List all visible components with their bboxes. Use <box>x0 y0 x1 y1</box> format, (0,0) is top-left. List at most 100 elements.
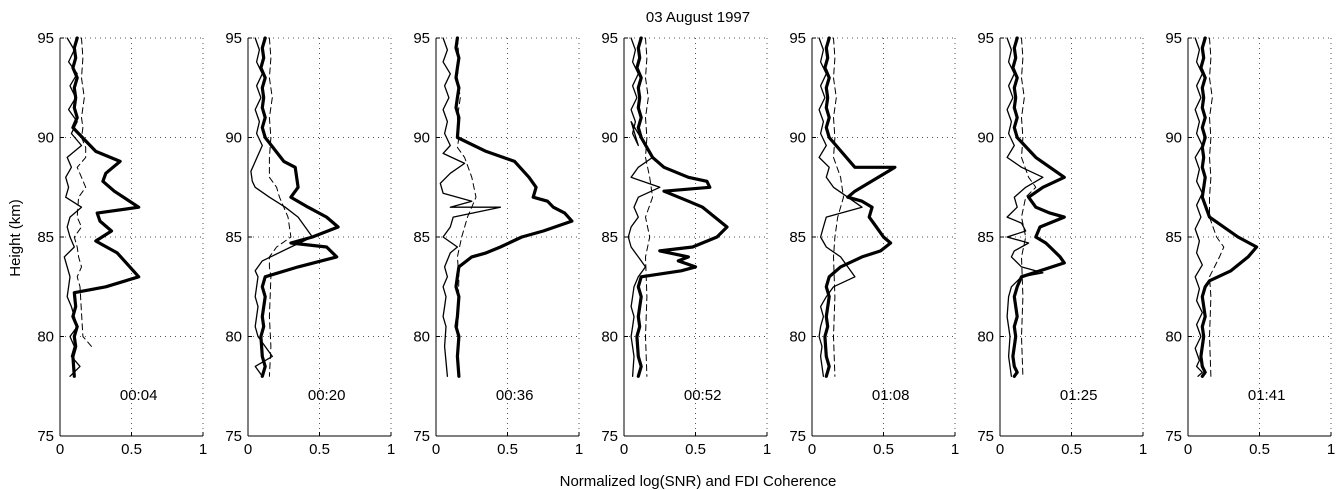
time-label: 00:20 <box>308 387 346 404</box>
y-tick-label: 75 <box>225 428 242 445</box>
x-tick-label: 0 <box>56 441 64 458</box>
y-tick-label: 90 <box>1165 130 1182 147</box>
panel-3: 75 80 85 90 95 0 0.5 1 00:36 <box>413 30 583 458</box>
series-line-thin <box>439 37 502 377</box>
y-tick-label: 80 <box>977 329 994 346</box>
series-line-thick <box>454 36 574 378</box>
time-label: 01:25 <box>1060 387 1098 404</box>
y-tick-label: 90 <box>977 130 994 147</box>
series-line-dashed <box>268 37 292 377</box>
plot-area <box>248 38 391 436</box>
time-label: 00:52 <box>684 387 722 404</box>
y-tick-label: 85 <box>977 229 994 246</box>
series-line-thick <box>635 36 729 378</box>
y-tick-label: 85 <box>1165 229 1182 246</box>
x-tick-label: 0.5 <box>873 441 894 458</box>
x-tick-label: 1 <box>199 441 207 458</box>
y-tick-label: 95 <box>413 30 430 47</box>
x-tick-label: 0.5 <box>309 441 330 458</box>
panel-2: 75 80 85 90 95 0 0.5 1 00:20 <box>225 30 395 458</box>
y-tick-label: 95 <box>1165 30 1182 47</box>
y-tick-label: 75 <box>1165 428 1182 445</box>
panel-5: 75 80 85 90 95 0 0.5 1 01:08 <box>789 30 959 458</box>
y-tick-label: 95 <box>601 30 618 47</box>
series-line-thin <box>63 37 83 377</box>
plot-area <box>1000 38 1143 436</box>
x-tick-label: 1 <box>387 441 395 458</box>
y-tick-label: 80 <box>225 329 242 346</box>
y-tick-label: 80 <box>37 329 54 346</box>
y-tick-label: 75 <box>601 428 618 445</box>
x-tick-label: 1 <box>575 441 583 458</box>
series-line-thick <box>1199 36 1259 378</box>
y-tick-label: 80 <box>413 329 430 346</box>
panels-group: 75 80 85 90 95 0 0.5 1 00:04 75 80 85 90 95 0 0.5 1 00:20… <box>37 30 1335 458</box>
series-line-thin <box>250 37 314 377</box>
y-tick-label: 75 <box>37 428 54 445</box>
series-line-thin <box>1006 37 1044 377</box>
x-tick-label: 0 <box>620 441 628 458</box>
y-tick-label: 75 <box>413 428 430 445</box>
y-tick-label: 90 <box>789 130 806 147</box>
y-tick-label: 95 <box>789 30 806 47</box>
series-line-dashed <box>1021 37 1037 377</box>
time-label: 01:08 <box>872 387 910 404</box>
panel-7: 75 80 85 90 95 0 0.5 1 01:41 <box>1165 30 1335 458</box>
y-tick-label: 80 <box>1165 329 1182 346</box>
x-tick-label: 1 <box>1327 441 1335 458</box>
series-line-thin <box>1194 37 1203 377</box>
time-label: 01:41 <box>1248 387 1286 404</box>
x-tick-label: 0 <box>432 441 440 458</box>
x-tick-label: 0 <box>808 441 816 458</box>
y-tick-label: 95 <box>225 30 242 47</box>
y-tick-label: 90 <box>601 130 618 147</box>
y-tick-label: 95 <box>37 30 54 47</box>
x-tick-label: 0.5 <box>1249 441 1270 458</box>
y-tick-label: 90 <box>225 130 242 147</box>
series-line-thick <box>259 36 340 378</box>
series-line-dashed <box>833 37 844 377</box>
y-tick-label: 85 <box>789 229 806 246</box>
y-axis-label: Height (km) <box>7 199 24 277</box>
series-line-thin <box>818 37 863 377</box>
y-tick-label: 80 <box>789 329 806 346</box>
plot-area <box>624 38 767 436</box>
x-tick-label: 1 <box>1139 441 1147 458</box>
x-tick-label: 0 <box>1184 441 1192 458</box>
plot-area <box>60 38 203 436</box>
series-line-dashed <box>645 37 654 377</box>
y-tick-label: 85 <box>601 229 618 246</box>
series-line-dashed <box>1209 37 1225 377</box>
y-tick-label: 75 <box>977 428 994 445</box>
panel-6: 75 80 85 90 95 0 0.5 1 01:25 <box>977 30 1147 458</box>
y-tick-label: 85 <box>225 229 242 246</box>
series-line-dashed <box>73 37 92 347</box>
series-line-thin <box>627 37 661 377</box>
x-tick-label: 0 <box>244 441 252 458</box>
x-tick-label: 0.5 <box>685 441 706 458</box>
y-tick-label: 95 <box>977 30 994 47</box>
x-tick-label: 0.5 <box>121 441 142 458</box>
x-tick-label: 0 <box>996 441 1004 458</box>
time-label: 00:36 <box>496 387 534 404</box>
x-tick-label: 1 <box>763 441 771 458</box>
panel-1: 75 80 85 90 95 0 0.5 1 00:04 <box>37 30 207 458</box>
y-tick-label: 90 <box>413 130 430 147</box>
plot-area <box>1188 38 1331 436</box>
y-tick-label: 90 <box>37 130 54 147</box>
series-line-thick <box>1011 36 1066 378</box>
x-tick-label: 1 <box>951 441 959 458</box>
y-tick-label: 85 <box>413 229 430 246</box>
panel-4: 75 80 85 90 95 0 0.5 1 00:52 <box>601 30 771 458</box>
time-label: 00:04 <box>120 387 158 404</box>
y-tick-label: 75 <box>789 428 806 445</box>
figure-title: 03 August 1997 <box>646 9 750 26</box>
series-line-thick <box>823 36 897 378</box>
x-tick-label: 0.5 <box>497 441 518 458</box>
x-axis-label: Normalized log(SNR) and FDI Coherence <box>560 473 837 490</box>
y-tick-label: 80 <box>601 329 618 346</box>
y-tick-label: 85 <box>37 229 54 246</box>
x-tick-label: 0.5 <box>1061 441 1082 458</box>
series-line-dashed <box>456 37 477 377</box>
